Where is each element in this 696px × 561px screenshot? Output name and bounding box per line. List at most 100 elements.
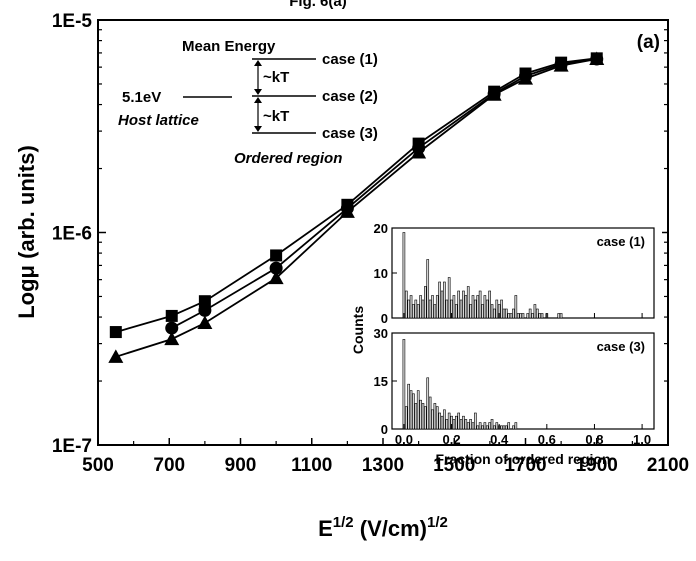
square-marker: [270, 249, 283, 262]
histogram-bar: [500, 425, 503, 430]
histogram-bar: [445, 419, 449, 430]
histogram-bar: [557, 313, 561, 319]
histogram-bar: [469, 419, 472, 430]
inset-bottom-case-label: case (3): [597, 339, 645, 354]
inset-y-tick-label: 0: [381, 311, 388, 326]
histogram-bar: [471, 295, 475, 319]
histogram-bar: [512, 308, 515, 319]
x-tick-label: 1500: [433, 455, 475, 476]
histogram-bar: [483, 295, 487, 319]
histogram-bar: [483, 422, 487, 430]
mean-energy-label: Mean Energy: [182, 38, 276, 55]
histogram-bar: [404, 290, 408, 319]
histogram-bar: [476, 425, 480, 430]
inset-x-axis-label: Fraction of ordered region: [435, 451, 610, 467]
histogram-bar: [514, 422, 518, 430]
histogram-bar: [533, 304, 537, 319]
kt-label-2: ~kT: [263, 108, 289, 125]
y-tick-label: 1E-6: [52, 224, 92, 245]
inset-y-tick-label: 20: [374, 221, 388, 236]
histogram-bar: [485, 425, 489, 430]
histogram-bar: [488, 290, 491, 319]
histogram-bar: [443, 281, 446, 319]
histogram-bar: [431, 409, 434, 430]
histogram-bar: [464, 419, 468, 430]
inset-x-tick-label: 0.8: [585, 432, 603, 447]
inset-bottom-bars: 0 15 30 0.0 0.2 0.4 0.6 0.8 1.0: [374, 326, 652, 447]
case1-label: case (1): [322, 51, 378, 68]
histogram-bar: [495, 299, 499, 319]
x-tick-label: 900: [225, 455, 257, 476]
histogram-bar: [416, 304, 420, 319]
histogram-bar: [457, 290, 460, 319]
histogram-bar: [447, 412, 451, 430]
x-tick-label: 1300: [362, 455, 404, 476]
histogram-bar: [538, 313, 541, 319]
histogram-bar: [409, 295, 413, 319]
histogram-bar: [495, 422, 499, 430]
inset-y-tick-label: 15: [374, 374, 388, 389]
histogram-bar: [452, 295, 456, 319]
histogram-bar: [519, 313, 522, 319]
histogram-bar: [502, 308, 506, 319]
triangle-marker: [339, 204, 355, 218]
series-square-line: [115, 57, 597, 333]
triangle-marker: [164, 331, 180, 346]
histogram-bar: [435, 406, 439, 430]
histogram-bar: [500, 299, 503, 319]
histogram-bar: [505, 425, 508, 430]
histogram-bar: [509, 313, 513, 319]
main-series-group: [108, 51, 605, 363]
histogram-bar: [488, 422, 491, 430]
histogram-bar: [528, 308, 532, 319]
figure-title: Fig. 6(a): [289, 0, 347, 10]
histogram-bar: [426, 259, 430, 319]
histogram-bar: [440, 415, 444, 430]
histogram-bar: [502, 425, 506, 430]
histogram-bar: [466, 422, 470, 430]
histogram-bar: [409, 390, 413, 430]
histogram-bar: [490, 419, 494, 430]
x-axis-label: E1/2 (V/cm)1/2: [318, 514, 448, 541]
histogram-bar: [428, 396, 432, 430]
host-energy-label: 5.1eV: [122, 89, 161, 106]
histogram-bar: [424, 286, 427, 319]
x-tick-label: 1700: [504, 455, 546, 476]
case3-label: case (3): [322, 125, 378, 142]
histogram-bar: [407, 383, 410, 430]
histogram-bar: [454, 304, 458, 319]
y-tick-label: 1E-7: [52, 436, 92, 457]
triangle-marker: [268, 270, 284, 285]
histogram-bar: [424, 406, 427, 430]
main-axis-ticks: 500 700 900 1100 1300 1500 1700 1900 21001E-71E-…: [52, 11, 689, 476]
histogram-bar: [471, 422, 475, 430]
triangle-marker: [197, 315, 213, 330]
triangle-marker: [589, 51, 605, 66]
triangle-marker: [411, 144, 427, 159]
histogram-bar: [402, 339, 406, 430]
host-lattice-label: Host lattice: [118, 112, 199, 129]
histogram-bar: [421, 403, 425, 430]
histogram-bar: [454, 415, 458, 430]
inset-y-tick-label: 10: [374, 266, 388, 281]
histogram-bar: [476, 295, 480, 319]
histogram-bar: [474, 412, 477, 430]
inset-y-tick-label: 0: [381, 422, 388, 437]
histogram-bar: [419, 295, 422, 319]
histogram-bar: [419, 399, 422, 430]
histogram-bar: [452, 419, 456, 430]
histogram-bar: [402, 232, 406, 319]
series-triangle-line: [115, 58, 597, 358]
histogram-bar: [416, 390, 420, 430]
x-tick-label: 500: [82, 455, 114, 476]
x-tick-label: 2100: [647, 455, 689, 476]
kt-label-1: ~kT: [263, 69, 289, 86]
histogram-bar: [535, 308, 539, 319]
inset-x-tick-label: 0.2: [443, 432, 461, 447]
histogram-bar: [526, 313, 530, 319]
histogram-bar: [438, 281, 441, 319]
histogram-bar: [466, 286, 470, 319]
histogram-bar: [447, 277, 451, 319]
histogram-bar: [481, 425, 484, 430]
